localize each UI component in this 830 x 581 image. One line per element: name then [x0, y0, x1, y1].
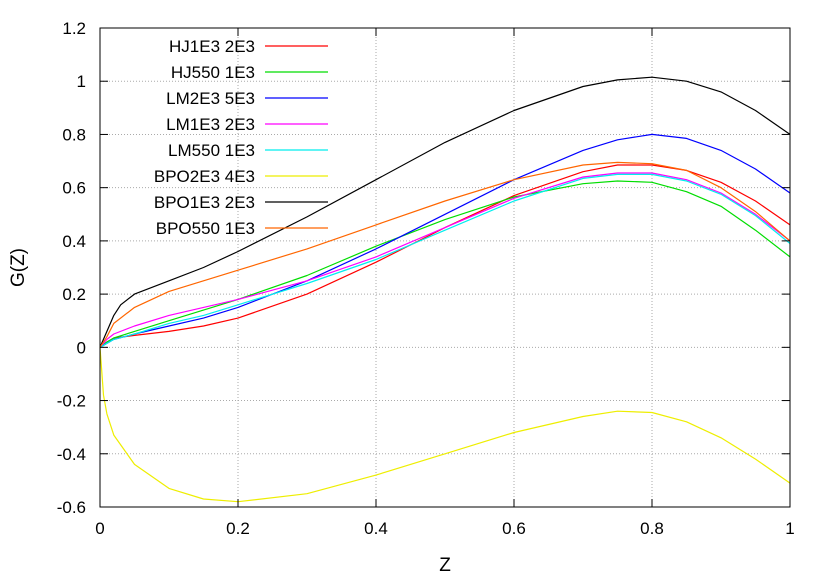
series-line-6 — [99, 76, 791, 348]
y-tick-label: 0.8 — [62, 125, 86, 144]
grid — [100, 28, 790, 507]
series-line-1 — [99, 180, 791, 348]
x-tick-label: 0.4 — [364, 519, 388, 538]
y-tick-label: 1 — [77, 72, 86, 91]
x-tick-label: 0.2 — [226, 519, 250, 538]
legend-label: LM550 1E3 — [168, 141, 255, 160]
y-tick-label: 0.2 — [62, 285, 86, 304]
series-lines — [99, 76, 791, 503]
x-tick-label: 0.6 — [502, 519, 526, 538]
series-line-5 — [99, 347, 791, 503]
x-tick-label: 0 — [95, 519, 104, 538]
y-tick-label: 1.2 — [62, 19, 86, 38]
y-tick-label: -0.6 — [57, 498, 86, 517]
legend-label: BPO2E3 4E3 — [154, 167, 255, 186]
series-line-4 — [99, 173, 791, 348]
legend-label: HJ1E3 2E3 — [169, 37, 255, 56]
legend-label: HJ550 1E3 — [171, 63, 255, 82]
x-tick-label: 0.8 — [640, 519, 664, 538]
y-tick-label: -0.2 — [57, 392, 86, 411]
legend-label: BPO550 1E3 — [156, 219, 255, 238]
legend: HJ1E3 2E3 HJ550 1E3 LM2E3 5E3 LM1E3 2E3 LM55… — [154, 37, 328, 238]
series-line-3 — [99, 172, 791, 348]
legend-label: BPO1E3 2E3 — [154, 193, 255, 212]
series-line-7 — [99, 161, 791, 348]
ticks — [99, 27, 791, 508]
y-tick-label: 0 — [77, 338, 86, 357]
x-axis-label: Z — [439, 555, 451, 576]
y-tick-label: -0.4 — [57, 445, 86, 464]
y-tick-label: 0.6 — [62, 179, 86, 198]
plot-frame — [99, 27, 791, 508]
legend-label: LM1E3 2E3 — [166, 115, 255, 134]
x-tick-label: 1 — [785, 519, 794, 538]
y-tick-label: 0.4 — [62, 232, 86, 251]
y-axis-label: G(Z) — [8, 248, 29, 287]
tick-labels: 0 0.2 0.4 0.6 0.8 1 -0.6 -0.4 -0.2 0 0.2 0.4 0.6 0.8 1… — [57, 19, 795, 538]
legend-label: LM2E3 5E3 — [166, 89, 255, 108]
